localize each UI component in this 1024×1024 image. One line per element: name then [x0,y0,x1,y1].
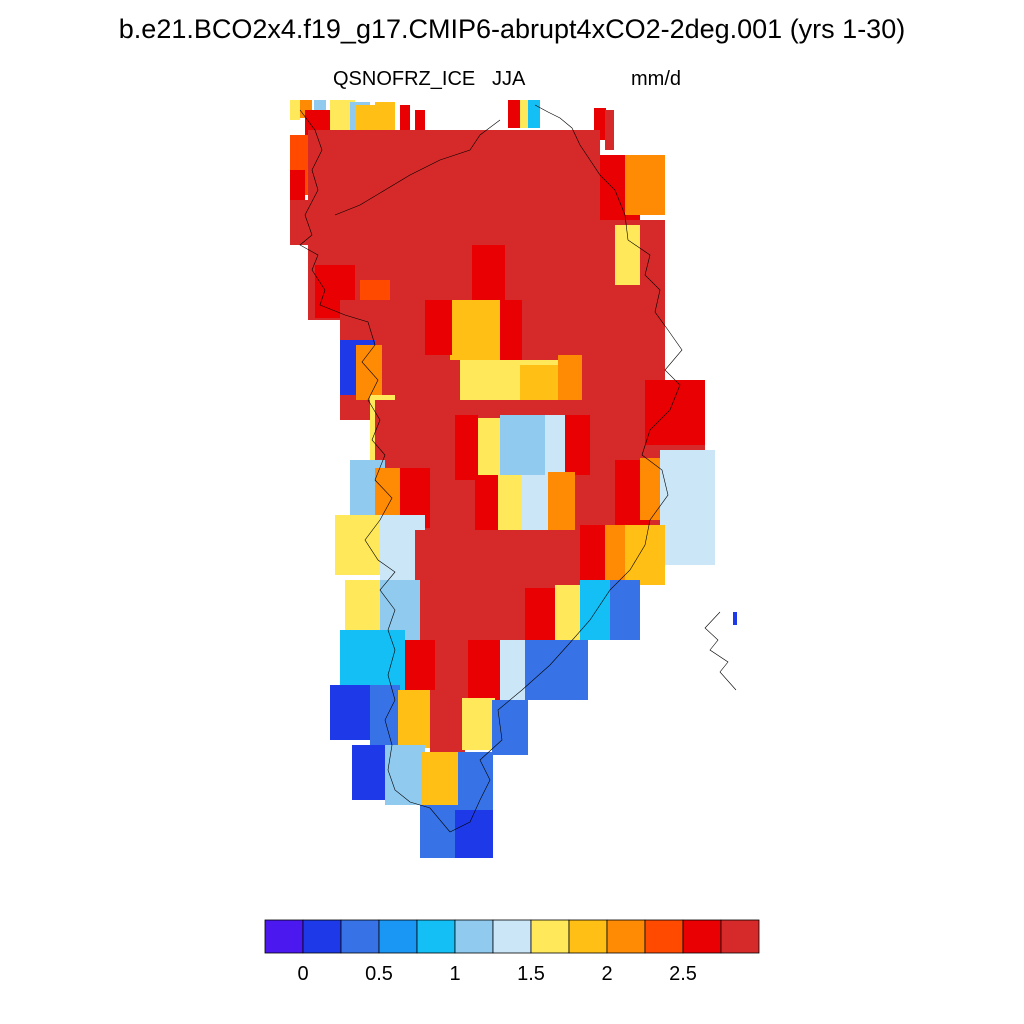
colorbar-tick-label: 1 [449,963,460,985]
grid-cell [625,525,665,585]
grid-cell [405,640,440,690]
colorbar-box [644,919,684,954]
grid-cell [525,640,560,700]
grid-cell [565,415,590,475]
colorbar-box [530,919,570,954]
gridded-cells [290,100,737,858]
grid-cell [472,245,505,305]
grid-cell [400,105,410,150]
grid-cell [500,415,545,475]
colorbar-box [454,919,494,954]
grid-cell [422,752,458,805]
grid-cell [398,690,435,748]
grid-cell [580,580,612,640]
grid-cell [430,690,465,760]
colorbar-tick-label: 0.5 [365,963,393,985]
colorbar-box [264,919,304,954]
units-label: mm/d [631,68,681,90]
grid-cell [545,415,568,475]
grid-cell [475,475,500,535]
grid-cell [548,472,575,535]
grid-cell [625,155,665,215]
grid-cell [425,300,452,355]
grid-cell [335,515,385,575]
grid-cell [468,640,500,700]
grid-cell [522,475,548,535]
grid-cell [450,300,505,360]
coastline [299,104,737,833]
grid-cell [605,110,614,150]
grid-cell [525,588,558,640]
grid-cell [500,300,522,360]
colorbar-tick-label: 2 [601,963,612,985]
colorbar-tick-label: 1.5 [517,963,545,985]
figure-title: b.e21.BCO2x4.f19_g17.CMIP6-abrupt4xCO2-2… [118,14,906,44]
grid-cell [498,475,525,535]
colorbar-box [492,919,532,954]
colorbar-box [720,919,760,954]
grid-cell [610,580,640,640]
colorbar-tick-label: 2.5 [669,963,697,985]
grid-cell [645,380,705,445]
grid-cell [492,700,528,755]
season-label: JJA [492,68,526,90]
colorbar-box [302,919,342,954]
colorbar-box [682,919,722,954]
grid-cell [385,745,425,805]
grid-cell [462,698,495,750]
grid-cell [352,745,390,800]
grid-cell [458,752,493,810]
grid-cell [356,345,382,400]
colorbar-box [568,919,608,954]
colorbar-box [416,919,456,954]
grid-cell [478,418,502,478]
grid-cell [330,685,370,740]
grid-cell [455,415,478,480]
grid-cell [555,640,588,700]
grid-cell [290,100,300,120]
grid-cell [290,200,310,245]
grid-cell [520,100,528,128]
grid-cell [415,110,425,145]
colorbar-tick-label: 0 [297,963,308,985]
grid-cell [733,612,737,625]
grid-cell [455,810,493,858]
colorbar-boxes [264,919,760,954]
grid-cell [340,630,405,690]
colorbar-box [340,919,380,954]
grid-cell [660,450,715,565]
grid-cell [508,100,520,128]
grid-cell [370,685,400,745]
colorbar-box [378,919,418,954]
variable-label: QSNOFRZ_ICE [333,68,476,90]
colorbar-box [606,919,646,954]
grid-cell [528,100,540,128]
